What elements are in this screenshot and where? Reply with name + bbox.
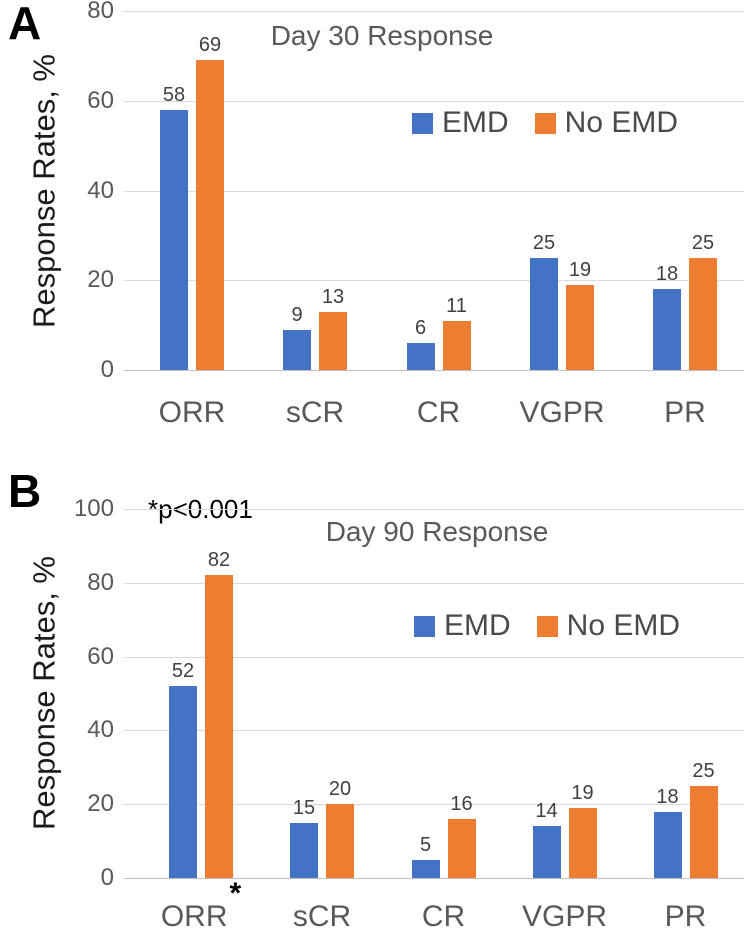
legend-label-no-emd: No EMD (566, 609, 681, 642)
y-tick-label-60: 60 (87, 86, 114, 114)
bar-emd-pr (653, 811, 682, 878)
legend-day30: EMD No EMD (412, 108, 704, 138)
bar-emd-vgpr (532, 826, 561, 878)
panel-letter-a: A (8, 0, 42, 49)
gridline-y20 (124, 804, 744, 806)
gridline-y60 (124, 656, 744, 658)
x-axis-line (124, 878, 744, 879)
legend-label-emd: EMD (442, 106, 509, 139)
legend-item-emd: EMD (412, 108, 509, 138)
x-category-label-orr: ORR* (160, 877, 242, 933)
bar-value-no-emd-pr: 25 (692, 759, 715, 782)
bar-no-emd-scr (319, 311, 347, 370)
y-tick-label-40: 40 (87, 176, 114, 204)
bar-value-emd-orr: 58 (162, 83, 186, 106)
bar-value-no-emd-pr: 25 (691, 231, 715, 254)
chart-title-day30: Day 30 Response (270, 20, 494, 51)
bar-no-emd-cr (447, 819, 476, 878)
legend-swatch-emd (414, 615, 435, 637)
bar-no-emd-orr (196, 60, 224, 370)
bar-value-emd-cr: 5 (419, 833, 432, 856)
panel-a-day30-chart: A Response Rates, % Day 30 Response 80 60… (0, 0, 744, 440)
bar-emd-orr (160, 109, 188, 370)
y-tick-label-80: 80 (87, 0, 114, 24)
y-tick-label-100: 100 (73, 495, 114, 522)
y-tick-label-40: 40 (87, 716, 114, 744)
bar-value-no-emd-scr: 13 (321, 285, 345, 308)
x-category-label-cr: CR (416, 396, 461, 429)
bar-value-emd-pr: 18 (656, 785, 679, 808)
gridline-y80 (124, 11, 744, 12)
bar-emd-vgpr (530, 257, 558, 370)
bar-no-emd-orr (205, 575, 233, 878)
x-category-label-scr: sCR (285, 396, 345, 429)
bar-value-no-emd-orr: 82 (207, 549, 231, 572)
x-category-label-orr: ORR (158, 396, 226, 429)
y-tick-label-80: 80 (87, 568, 114, 596)
plot-area-day30: 80 60 40 20 0 58 9 6 25 18 69 13 11 19 25 ORR sCR CR VGPR P… (0, 0, 744, 440)
bar-emd-pr (653, 289, 681, 370)
x-category-label-pr: PR (664, 396, 706, 429)
bar-value-emd-scr: 9 (291, 303, 303, 326)
bar-emd-cr (406, 343, 435, 370)
bar-value-emd-scr: 15 (292, 796, 316, 819)
legend-day90: EMD No EMD (414, 611, 706, 641)
bar-no-emd-vgpr (566, 284, 594, 370)
bar-value-emd-vgpr: 25 (532, 231, 556, 254)
bar-emd-orr (169, 686, 197, 878)
bar-no-emd-pr (689, 257, 717, 370)
legend-label-emd: EMD (444, 609, 511, 642)
bar-value-no-emd-orr: 69 (198, 34, 222, 57)
legend-item-no-emd: No EMD (536, 609, 681, 642)
bar-emd-scr (290, 822, 318, 878)
x-axis-line (124, 370, 744, 371)
legend-swatch-no-emd (534, 112, 556, 134)
bar-no-emd-cr (442, 320, 471, 370)
y-tick-label-60: 60 (87, 642, 114, 670)
bar-no-emd-scr (326, 804, 354, 878)
gridline-y20 (124, 280, 744, 282)
legend-item-no-emd: No EMD (534, 106, 679, 139)
x-category-label-pr: PR (664, 900, 707, 933)
bar-value-no-emd-scr: 20 (328, 778, 352, 801)
panel-letter-b: B (8, 465, 42, 517)
y-tick-label-20: 20 (87, 266, 114, 294)
x-category-label-cr: CR (421, 900, 466, 933)
x-category-label-scr: sCR (292, 900, 352, 933)
y-tick-label-0: 0 (100, 864, 114, 891)
legend-swatch-emd (412, 112, 433, 134)
gridline-y100 (124, 509, 744, 510)
bar-value-no-emd-vgpr: 19 (568, 258, 592, 281)
plot-area-day90: 100 80 60 40 20 0 52 15 5 14 18 82 20 16 19 25 ORR* sCR CR… (0, 440, 744, 933)
significance-asterisk: * (229, 877, 242, 910)
chart-title-day90: Day 90 Response (325, 516, 549, 547)
gridline-y60 (124, 100, 744, 102)
bar-emd-cr (411, 859, 440, 878)
y-tick-label-20: 20 (87, 790, 114, 818)
bar-value-no-emd-cr: 16 (450, 793, 473, 815)
bar-value-no-emd-vgpr: 19 (571, 781, 594, 804)
gridline-y40 (124, 190, 744, 192)
bar-value-emd-vgpr: 14 (535, 800, 558, 823)
gridline-y80 (124, 582, 744, 584)
bar-value-emd-orr: 52 (171, 660, 195, 683)
legend-label-no-emd: No EMD (564, 106, 679, 139)
bar-no-emd-pr (689, 785, 718, 879)
y-tick-label-0: 0 (100, 356, 114, 383)
panel-b-day90-chart: B Response Rates, % Day 90 Response *p<0… (0, 440, 744, 933)
bar-value-no-emd-cr: 11 (446, 294, 467, 317)
bar-value-emd-cr: 6 (414, 317, 427, 340)
x-category-label-vgpr: VGPR (521, 900, 608, 933)
gridline-y40 (124, 730, 744, 732)
bar-no-emd-vgpr (568, 807, 597, 878)
bar-emd-scr (283, 329, 311, 370)
x-category-label-vgpr: VGPR (519, 396, 605, 429)
bar-value-emd-pr: 18 (655, 263, 679, 286)
legend-swatch-no-emd (536, 615, 558, 637)
legend-item-emd: EMD (414, 611, 511, 641)
